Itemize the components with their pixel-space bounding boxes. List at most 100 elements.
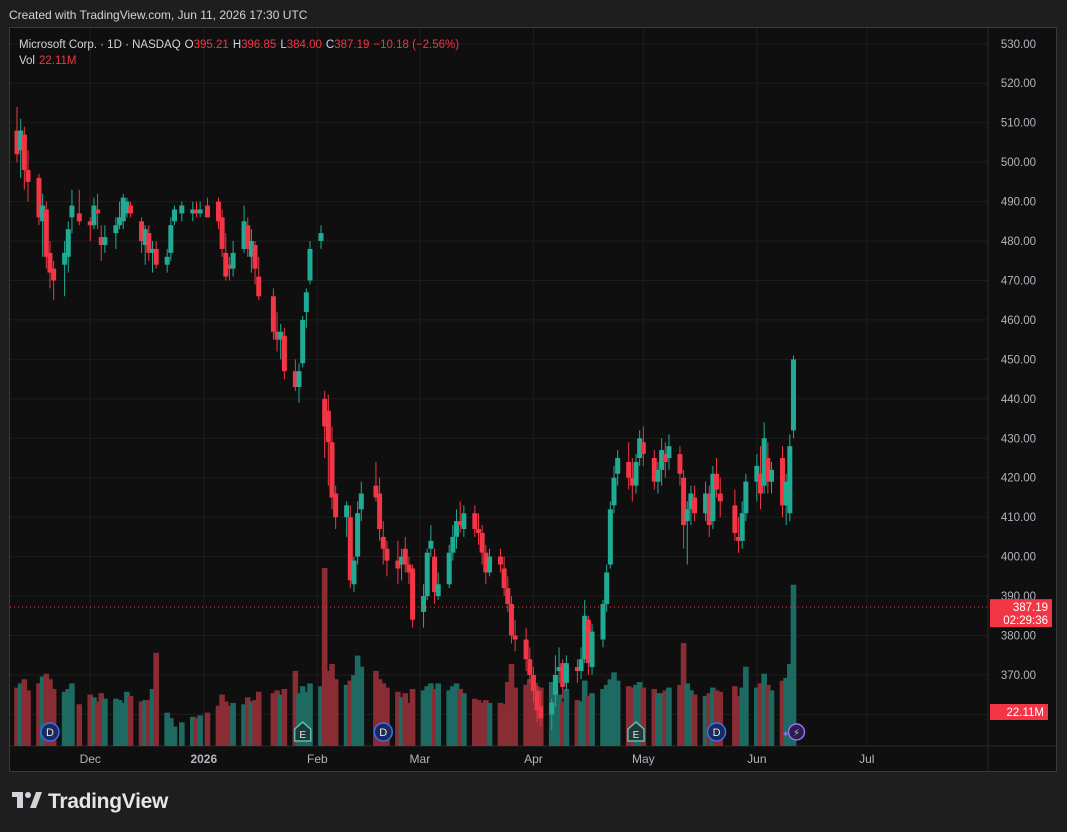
candle <box>578 647 584 679</box>
candle <box>142 225 148 265</box>
dividend-marker-icon[interactable]: D <box>373 722 394 742</box>
earnings-letter: E <box>633 730 640 741</box>
volume-bar <box>629 687 636 746</box>
candle <box>703 481 709 522</box>
upcoming-circle <box>787 723 806 741</box>
candle <box>193 201 199 218</box>
candle <box>611 465 617 514</box>
volume-bar <box>666 687 672 746</box>
earnings-marker-icon[interactable]: E <box>293 721 312 742</box>
volume-bar <box>351 675 357 746</box>
y-tick-label: 480.00 <box>1001 236 1036 248</box>
volume-bar <box>61 691 68 746</box>
volume-bar <box>244 697 251 746</box>
candle-body <box>193 209 199 214</box>
candle <box>215 197 221 230</box>
volume-bar <box>578 701 584 746</box>
candle <box>615 450 621 486</box>
chart-pane[interactable]: 360.00370.00380.00390.00400.00410.00420.… <box>9 27 1057 772</box>
candle <box>102 225 108 253</box>
volume-bar <box>409 688 416 746</box>
upcoming-event-icon[interactable]: ⚡✦ <box>782 723 806 741</box>
candle-body <box>406 564 412 573</box>
dividend-marker-icon[interactable]: D <box>40 722 60 742</box>
candle-body <box>402 548 408 565</box>
candle-body <box>684 509 690 522</box>
price-chart-svg[interactable]: 360.00370.00380.00390.00400.00410.00420.… <box>10 28 1057 772</box>
volume-bar <box>732 686 738 746</box>
volume-bar <box>292 670 299 746</box>
volume-bar <box>655 693 661 746</box>
candle <box>589 623 595 675</box>
candle <box>450 525 456 561</box>
candle <box>736 517 742 553</box>
earnings-marker-icon[interactable]: E <box>627 721 645 742</box>
volume-bar <box>373 670 379 746</box>
candle <box>322 390 328 459</box>
candle-body <box>655 469 661 482</box>
y-tick-label: 420.00 <box>1001 473 1036 485</box>
dividend-letter: D <box>379 727 387 739</box>
candle-body <box>604 572 610 604</box>
candle <box>501 556 507 597</box>
legend-low-label: L <box>280 39 287 51</box>
candle-body <box>651 458 657 482</box>
candle <box>410 564 416 628</box>
volume-bar <box>428 683 434 746</box>
candle <box>527 647 533 683</box>
grid-lines <box>10 28 988 746</box>
dividend-marker-icon[interactable]: D <box>706 722 727 742</box>
y-tick-label: 510.00 <box>1001 118 1036 130</box>
candle <box>146 225 152 261</box>
volume-bar <box>307 683 313 746</box>
candle-body <box>479 532 485 553</box>
volume-bar <box>508 663 515 746</box>
candle-body <box>351 560 357 585</box>
volume-bar <box>124 691 130 746</box>
volume-bar <box>102 698 108 746</box>
candle <box>574 659 580 683</box>
candle <box>223 233 229 281</box>
candle-body <box>783 481 789 506</box>
candle-body <box>65 229 71 257</box>
candle-body <box>62 252 68 265</box>
volume-bar <box>219 694 225 746</box>
candle-body <box>589 631 595 668</box>
candle <box>765 442 771 494</box>
candle <box>769 461 775 494</box>
volume-bar <box>299 686 306 746</box>
candle-body <box>633 461 639 486</box>
volume-bar <box>603 684 610 746</box>
candle-body <box>530 674 536 691</box>
volume-bar <box>138 701 145 746</box>
candle-body <box>523 639 529 660</box>
legend-high-value: 396.85 <box>241 39 277 51</box>
candle-body <box>626 461 632 478</box>
candle-body <box>51 268 57 281</box>
x-tick-label: Jun <box>747 752 766 766</box>
candle-body <box>171 209 177 222</box>
candle <box>684 501 690 565</box>
candle <box>626 442 632 490</box>
tradingview-brand[interactable]: TradingView <box>12 790 168 814</box>
volume-bar <box>69 683 75 746</box>
candle-body <box>150 248 156 253</box>
legend-symbol[interactable]: Microsoft Corp. · 1D · NASDAQ <box>19 39 181 51</box>
candle-body <box>25 170 31 182</box>
candle-body <box>475 529 481 533</box>
volume-bar <box>614 680 621 746</box>
candle <box>278 323 284 360</box>
legend-volume-label[interactable]: Vol <box>19 55 35 67</box>
candle <box>150 241 156 273</box>
candle <box>552 655 558 707</box>
volume-bar <box>717 691 724 746</box>
candle <box>329 426 335 510</box>
candle <box>51 260 57 301</box>
volume-bar <box>325 670 332 746</box>
volume-bar <box>402 693 409 746</box>
legend-change: −10.18 (−2.56%) <box>373 39 460 51</box>
volume-bar <box>761 673 767 746</box>
volume-bar <box>625 686 632 746</box>
candle <box>446 544 452 589</box>
y-tick-label: 500.00 <box>1001 157 1036 169</box>
